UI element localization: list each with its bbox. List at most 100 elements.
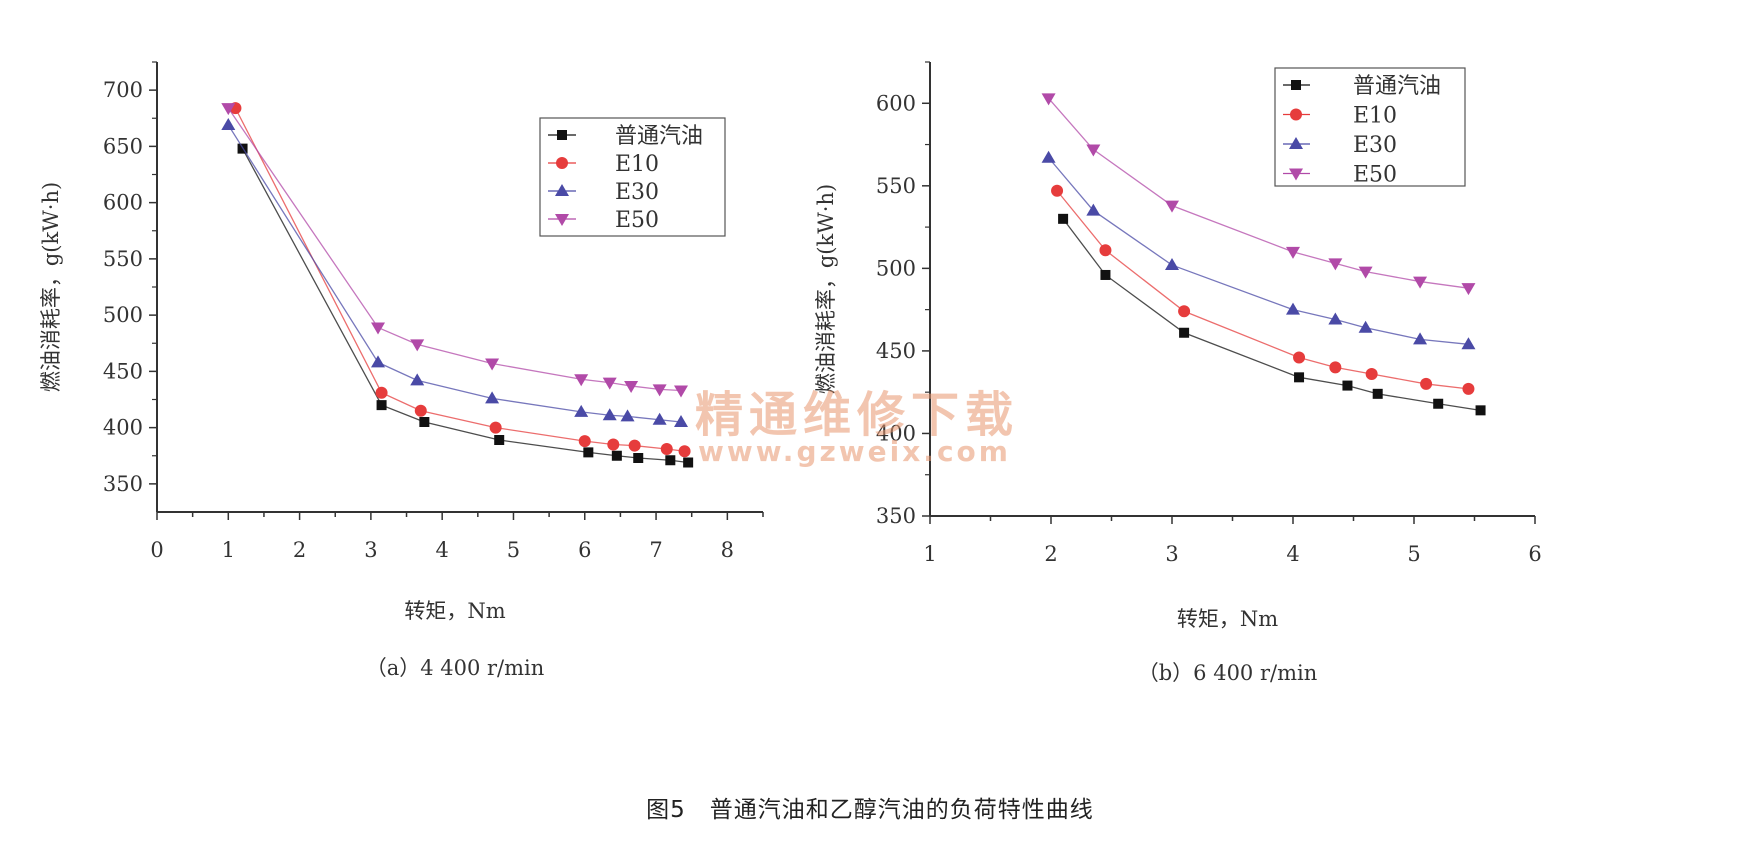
series-line-e50 (1048, 97, 1469, 289)
data-point-e10 (1051, 184, 1064, 197)
data-point-e10 (1365, 368, 1378, 381)
data-point-gasoline (1372, 388, 1383, 399)
x-tick-label: 1 (923, 542, 936, 566)
data-point-gasoline (1475, 405, 1486, 416)
data-point-e30 (221, 118, 236, 130)
data-point-gasoline (1342, 380, 1353, 391)
legend: 普通汽油 E10 E30 E50 (539, 117, 726, 237)
data-point-e30 (1041, 150, 1056, 163)
data-point-e30 (1086, 203, 1101, 216)
series-e10 (229, 102, 691, 458)
y-axis-label: 燃油消耗率，g(kW·h) (39, 182, 63, 392)
data-point-e30 (1328, 312, 1343, 325)
x-axis-label: 转矩，Nm (404, 599, 505, 623)
data-point-e30 (1286, 302, 1300, 315)
data-point-e10 (678, 445, 691, 458)
y-tick-label: 400 (103, 416, 143, 440)
data-point-e50 (624, 381, 639, 393)
x-tick-label: 0 (150, 538, 163, 562)
data-point-gasoline (1294, 372, 1305, 383)
y-tick-label: 400 (876, 421, 916, 445)
data-point-e10 (628, 439, 641, 452)
figure-caption: 图5 普通汽油和乙醇汽油的负荷特性曲线 (646, 797, 1094, 823)
data-point-e30 (1358, 320, 1373, 333)
data-point-e30 (1461, 337, 1476, 350)
series-e30 (1041, 150, 1476, 350)
x-tick-label: 4 (1286, 542, 1299, 566)
legend-label: 普通汽油 (1353, 74, 1441, 99)
data-point-gasoline (611, 450, 622, 461)
legend-box (1274, 67, 1466, 187)
data-point-gasoline (494, 435, 505, 445)
data-point-e50 (1286, 246, 1300, 259)
legend-box (539, 117, 726, 237)
x-tick-label: 7 (649, 538, 662, 562)
x-tick-label: 3 (364, 538, 377, 562)
x-tick-label: 5 (1407, 542, 1420, 566)
y-tick-label: 600 (103, 191, 143, 215)
data-point-e10 (660, 443, 673, 455)
data-point-e30 (574, 404, 589, 417)
legend-label: 普通汽油 (615, 124, 703, 149)
data-point-e50 (221, 103, 236, 116)
y-tick-label: 500 (103, 303, 143, 327)
data-point-e10 (414, 404, 427, 417)
panel-label: （b）6 400 r/min (1138, 661, 1318, 685)
legend-label: E10 (615, 152, 659, 177)
data-point-e50 (1041, 93, 1056, 106)
x-tick-label: 5 (507, 538, 520, 562)
data-point-gasoline (1433, 398, 1444, 409)
legend-label: E50 (615, 208, 659, 233)
data-point-e50 (674, 385, 689, 398)
legend-label: E30 (1353, 133, 1397, 158)
data-point-e50 (1461, 283, 1476, 296)
data-point-e10 (375, 386, 388, 399)
legend-marker-e30 (1289, 137, 1303, 149)
x-axis-label: 转矩，Nm (1177, 607, 1278, 631)
y-tick-label: 350 (103, 472, 143, 496)
legend-marker-e50 (1289, 168, 1303, 181)
legend-label: E30 (615, 180, 659, 205)
series-e30 (221, 118, 689, 427)
data-point-e30 (410, 373, 425, 386)
data-point-e30 (1413, 332, 1428, 345)
x-tick-label: 3 (1165, 542, 1178, 566)
y-tick-label: 450 (103, 359, 143, 383)
data-point-e50 (371, 322, 386, 335)
legend-marker-gasoline (1291, 80, 1301, 90)
data-point-gasoline (419, 417, 430, 427)
data-point-e50 (652, 384, 667, 397)
legend: 普通汽油 E10 E30 E50 (1274, 67, 1466, 188)
legend-marker-gasoline (557, 130, 567, 140)
legend-marker-e30 (555, 184, 569, 196)
data-point-gasoline (683, 457, 694, 468)
legend-label: E50 (1353, 163, 1397, 188)
data-point-e30 (602, 408, 617, 421)
data-point-gasoline (376, 400, 387, 411)
data-point-e50 (1358, 266, 1373, 279)
series-line-e30 (1048, 157, 1469, 345)
data-point-e10 (1329, 361, 1342, 374)
data-point-e50 (1413, 276, 1428, 289)
data-point-e30 (371, 355, 386, 368)
data-point-e50 (574, 374, 589, 387)
data-point-e50 (1165, 200, 1179, 213)
data-point-gasoline (633, 453, 644, 463)
y-tick-label: 550 (876, 174, 916, 198)
data-point-e10 (1420, 377, 1433, 390)
series-e50 (1041, 93, 1476, 296)
x-tick-label: 6 (578, 538, 591, 562)
series-gasoline (1058, 213, 1486, 416)
data-point-e30 (620, 409, 635, 422)
data-point-e30 (652, 412, 667, 425)
y-tick-label: 450 (876, 339, 916, 363)
x-tick-label: 1 (222, 538, 235, 562)
data-point-e30 (1165, 258, 1179, 271)
legend-marker-e10 (556, 157, 568, 169)
data-point-e10 (578, 435, 591, 448)
x-tick-label: 2 (293, 538, 306, 562)
legend-marker-e50 (555, 214, 569, 226)
y-tick-label: 550 (103, 247, 143, 271)
y-tick-label: 350 (876, 504, 916, 528)
